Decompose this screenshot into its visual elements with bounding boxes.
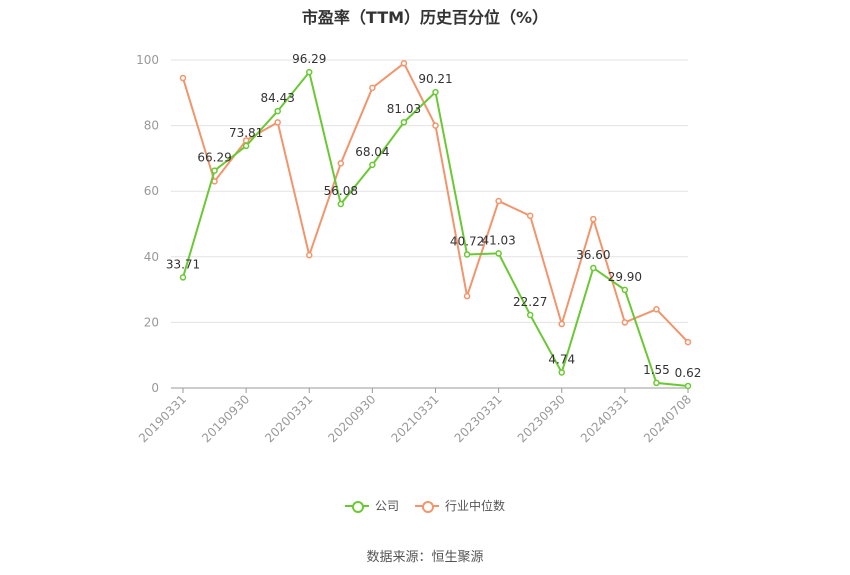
x-tick-label: 20190930 (199, 392, 252, 445)
data-label: 81.03 (387, 102, 421, 116)
data-point (621, 319, 629, 326)
data-label: 96.29 (292, 52, 326, 66)
data-label: 29.90 (608, 270, 642, 284)
data-label: 22.27 (513, 295, 547, 309)
line-chart: 0 20 40 60 80 100 20190331 20190930 20200331 2020… (136, 52, 702, 445)
data-label: 56.08 (324, 184, 358, 198)
data-label: 66.29 (197, 151, 231, 165)
y-tick-label: 20 (144, 315, 159, 329)
x-tick-label: 20240708 (641, 392, 694, 445)
data-point (558, 320, 565, 328)
series-layer (179, 60, 692, 390)
data-point (495, 197, 502, 205)
x-tick-label: 20200930 (325, 392, 378, 445)
data-point (179, 274, 187, 281)
data-point (558, 369, 565, 376)
data-label: 90.21 (418, 72, 452, 86)
data-label: 84.43 (261, 91, 295, 105)
data-label-layer: 33.71 66.29 73.81 84.43 96.29 56.08 68.04 81.03… (166, 52, 702, 380)
data-label: 4.74 (548, 352, 575, 366)
data-point (179, 74, 187, 82)
data-point (684, 338, 692, 346)
y-tick-label: 0 (151, 381, 159, 395)
data-point (211, 167, 218, 174)
data-point (242, 142, 250, 150)
data-label: 0.62 (675, 366, 702, 380)
data-point (432, 122, 439, 129)
data-point (306, 68, 313, 76)
legend-swatch-icon (344, 499, 369, 513)
data-label: 40.72 (450, 234, 484, 248)
data-point (432, 88, 439, 96)
legend-item[interactable]: 公司 (344, 497, 399, 514)
series-line (182, 69, 689, 387)
chart-title: 市盈率（TTM）历史百分位（%） (301, 8, 549, 27)
data-point (306, 251, 313, 259)
data-point (400, 60, 408, 67)
x-tick-label: 20230331 (452, 392, 505, 445)
data-point (400, 118, 408, 126)
data-label: 33.71 (166, 257, 200, 271)
legend: 公司 行业中位数 (0, 497, 850, 514)
data-label: 41.03 (481, 233, 515, 247)
legend-label: 行业中位数 (445, 499, 506, 513)
x-tick-label: 20230930 (515, 392, 568, 445)
data-point (590, 264, 597, 272)
data-label: 1.55 (643, 363, 670, 377)
data-source-note: 数据来源：恒生聚源 (366, 550, 484, 565)
data-point (369, 161, 376, 169)
legend-label: 公司 (374, 499, 399, 513)
y-tick-label: 60 (144, 184, 159, 198)
data-point (653, 306, 660, 313)
data-label: 68.04 (355, 145, 389, 159)
data-point (274, 107, 281, 115)
data-point (653, 379, 660, 387)
data-point (337, 160, 345, 167)
data-label: 73.81 (229, 126, 263, 140)
y-tick-label: 40 (144, 250, 159, 264)
x-tick-label: 20210331 (389, 392, 442, 445)
data-point (526, 311, 534, 319)
y-tick-label: 100 (136, 53, 159, 67)
data-point (684, 382, 692, 390)
legend-swatch-icon (415, 499, 439, 513)
data-point (337, 200, 345, 208)
grid-layer (171, 59, 688, 323)
data-label: 36.60 (576, 248, 610, 262)
data-point (274, 119, 281, 126)
data-point (590, 215, 597, 223)
series-line (182, 61, 689, 343)
x-tick-label: 20200331 (262, 392, 315, 445)
y-tick-label: 80 (144, 119, 159, 133)
data-point (495, 250, 502, 257)
data-point (463, 251, 471, 258)
data-point (621, 286, 629, 294)
x-tick-label: 20240331 (578, 392, 631, 445)
legend-item[interactable]: 行业中位数 (415, 497, 505, 514)
x-tick-label: 20190331 (136, 392, 189, 445)
data-point (369, 84, 376, 92)
data-point (463, 292, 471, 300)
data-point (526, 212, 534, 220)
